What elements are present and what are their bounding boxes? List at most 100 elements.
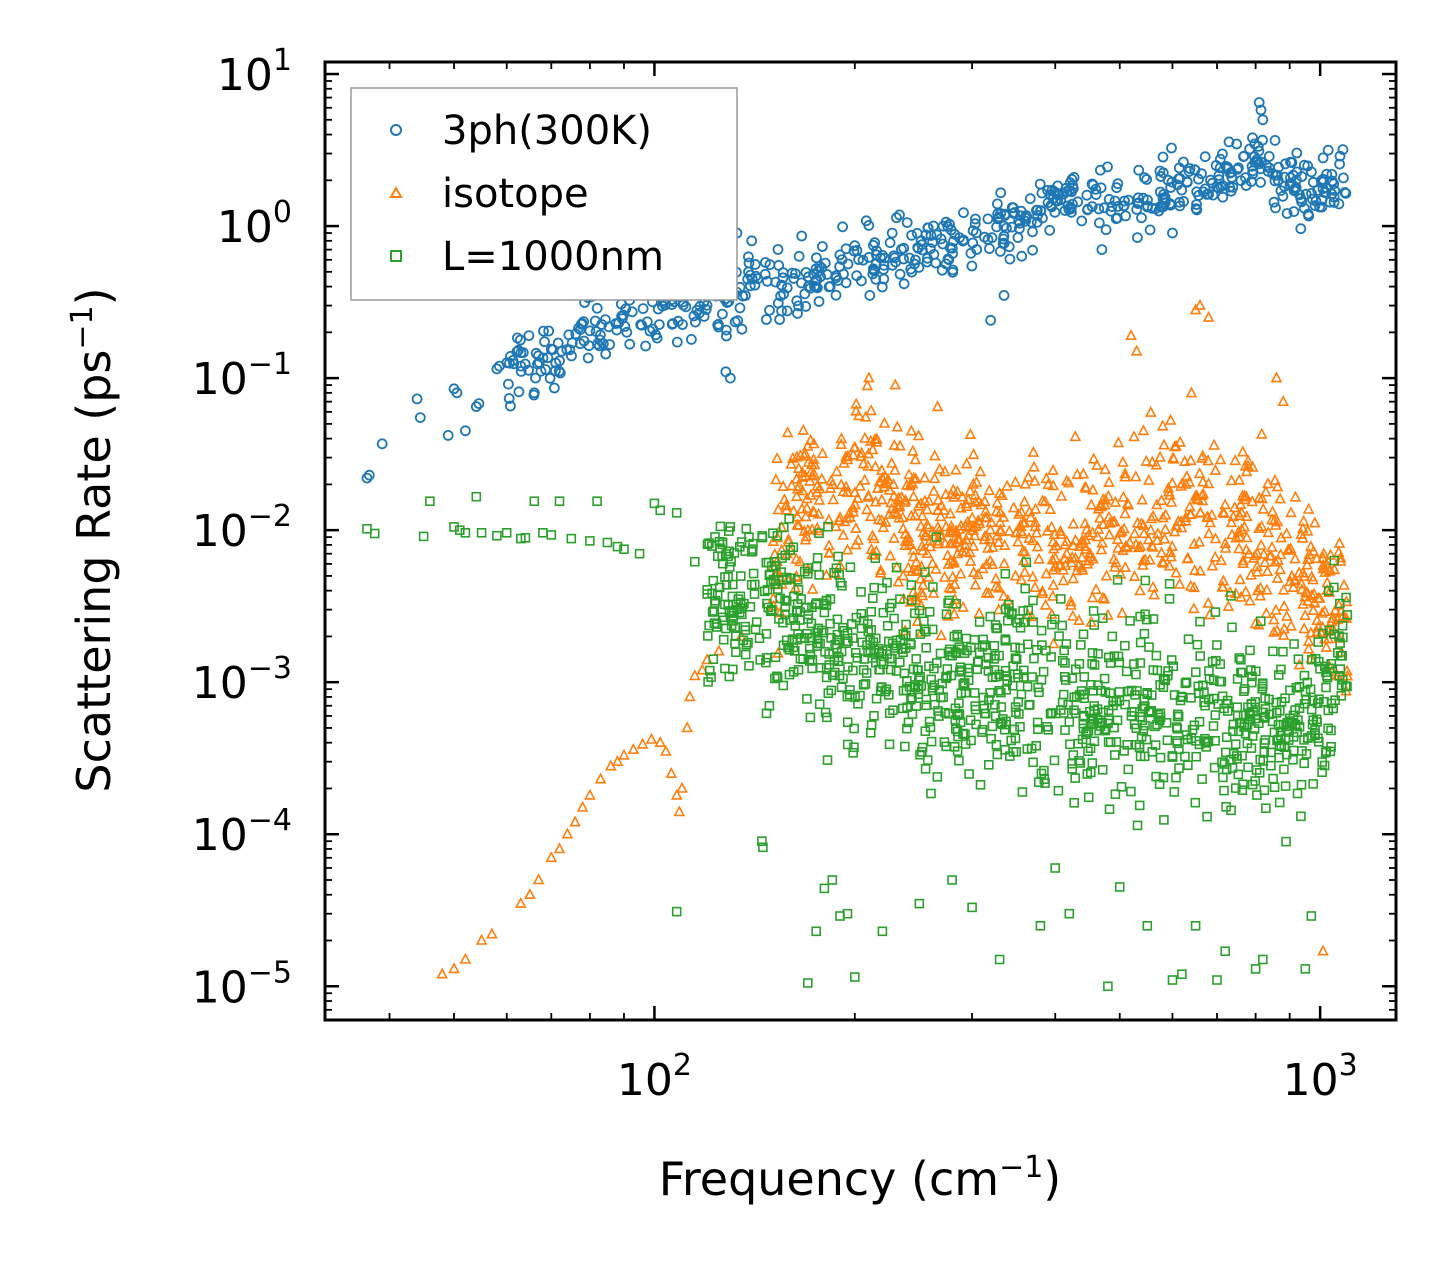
data-point-triangle [1104,516,1116,528]
data-point-square [780,602,791,612]
data-point-triangle [1036,584,1049,596]
data-point-triangle [1147,509,1160,521]
data-point-square [1321,682,1331,693]
data-point-triangle [1012,535,1024,547]
data-point-triangle [919,494,931,506]
data-point-square [787,635,798,645]
data-point-circle [1322,144,1334,156]
data-point-circle [528,387,540,399]
data-point-square [926,736,937,747]
data-point-triangle [1234,497,1247,510]
data-point-triangle [1100,569,1113,581]
data-point-square [1083,746,1093,757]
data-point-triangle [1269,473,1281,485]
data-point-square [764,700,775,711]
data-point-square [710,532,720,542]
data-point-triangle [967,539,980,551]
data-point-triangle [1233,542,1245,554]
data-point-triangle [872,513,885,525]
data-point-square [1280,781,1291,791]
data-point-square [1059,708,1069,718]
data-point-circle [1193,189,1205,201]
data-point-square [1220,946,1230,957]
data-point-triangle [1260,485,1272,497]
data-point-triangle [1057,574,1070,586]
data-point-circle [773,259,785,271]
data-point-triangle [618,748,630,760]
data-point-triangle [1266,540,1278,552]
data-point-triangle [878,477,891,489]
data-point-circle [891,212,902,224]
data-point-triangle [1012,507,1025,519]
data-point-triangle [1209,532,1222,544]
data-point-triangle [791,510,804,522]
data-point-square [1223,706,1233,716]
data-point-circle [1105,205,1117,217]
data-point-square [1308,779,1318,789]
data-point-triangle [645,732,658,744]
data-point-triangle [793,479,805,492]
data-point-square [724,671,735,682]
data-point-triangle [931,400,944,412]
data-point-square [823,688,834,699]
data-point-square [1164,593,1175,604]
data-point-square [735,571,746,581]
data-point-square [991,623,1001,633]
data-point-square [924,661,934,672]
data-point-circle [867,263,879,275]
data-point-square [1089,660,1100,670]
data-point-square [1069,692,1079,703]
data-point-square [744,660,754,671]
data-point-square [1045,708,1056,719]
data-point-square [1180,678,1191,689]
data-point-square [983,759,994,770]
data-point-square [959,678,970,688]
data-point-square [1338,674,1348,685]
data-point-square [1306,704,1317,715]
data-point-triangle [1214,453,1227,465]
data-point-triangle [1229,454,1242,466]
data-point-triangle [1233,473,1246,485]
data-point-square [975,779,986,790]
data-point-triangle [1095,499,1108,511]
data-point-square [1064,908,1075,919]
data-point-triangle [1095,543,1108,555]
data-point-triangle [1069,551,1082,563]
data-point-triangle [1307,544,1320,556]
data-point-circle [1227,181,1239,193]
data-point-square [1299,758,1309,769]
data-point-triangle [850,404,862,416]
data-point-square [994,954,1005,965]
data-point-square [929,663,939,674]
data-point-square [778,680,789,691]
data-point-circle [781,305,793,317]
data-point-square [926,674,937,685]
data-point-square [856,587,866,597]
data-point-triangle [859,431,871,443]
data-point-square [1105,737,1116,748]
data-point-triangle [992,581,1005,593]
data-point-circle [376,438,388,450]
data-point-circle [1205,174,1216,186]
data-point-square [811,598,822,608]
data-point-circle [805,282,816,294]
data-point-triangle [1310,552,1323,564]
data-point-triangle [1112,541,1124,553]
data-point-square [369,528,380,539]
data-point-square [634,548,645,559]
data-point-triangle [1009,475,1022,487]
data-point-square [944,595,955,606]
data-point-triangle [1137,424,1150,436]
data-point-circle [644,325,656,337]
data-point-square [1210,735,1220,746]
data-point-circle [800,300,812,312]
data-point-square [821,596,832,606]
data-point-triangle [1024,510,1037,523]
data-point-triangle [1285,569,1298,581]
data-point-square [1073,738,1083,749]
data-point-triangle [820,568,833,580]
data-point-square [1035,920,1046,931]
data-point-square [1317,757,1327,767]
data-point-triangle [1338,578,1350,590]
data-point-square [745,601,756,612]
